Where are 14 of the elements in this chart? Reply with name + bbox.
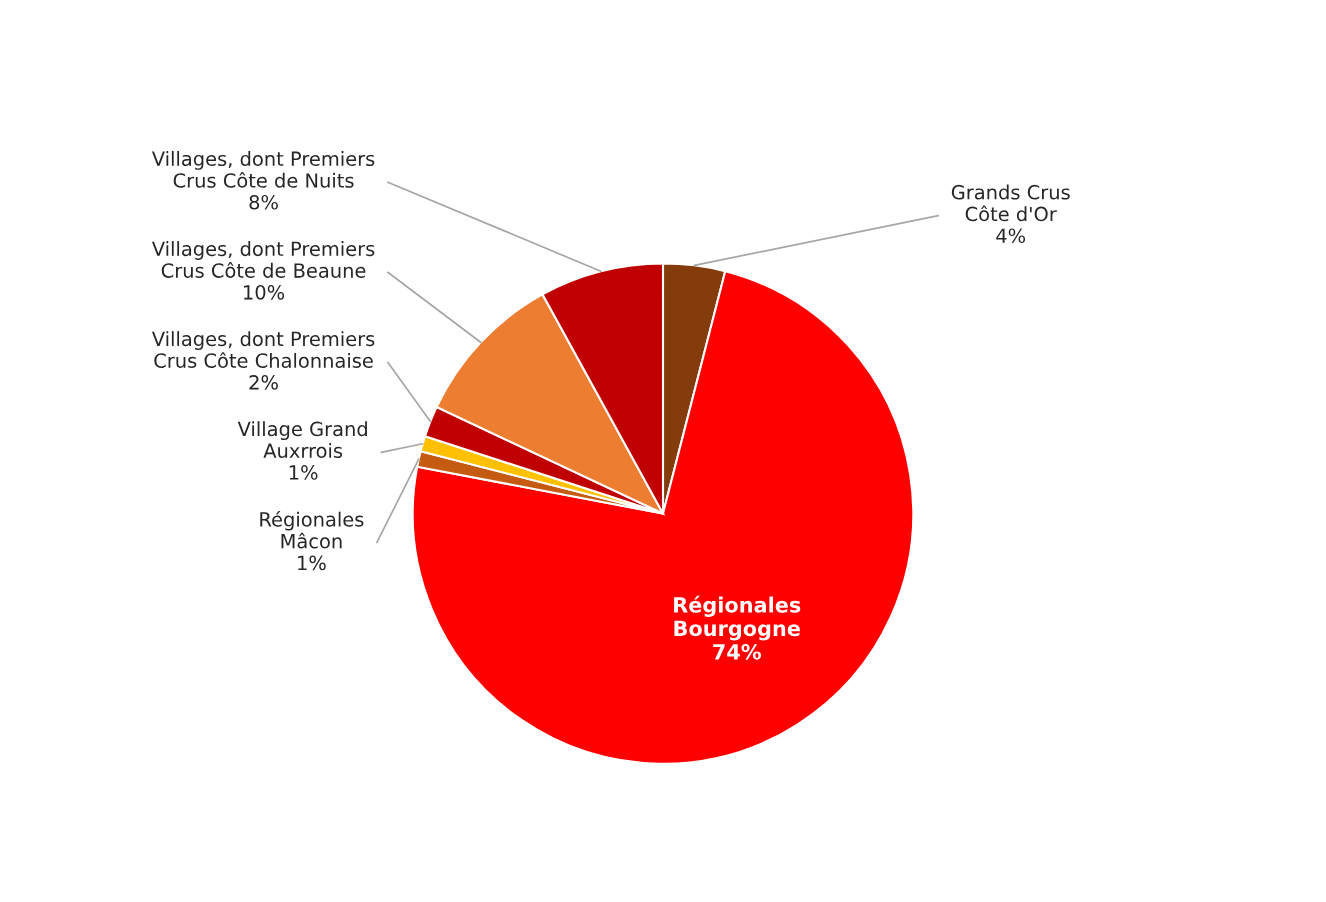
- data-label: 1%: [298, 555, 326, 571]
- slice-label: Villages, dont Premiers Crus Côte de Nuits: [151, 151, 375, 188]
- slice-label: Régionales Bourgogne: [674, 595, 801, 641]
- data-label: 4%: [996, 228, 1026, 244]
- slice-label: Régionales Mâcon: [260, 510, 364, 549]
- data-label: 2%: [249, 375, 278, 390]
- slice-label: Villages, dont Premiers Crus Côte Chalonnaise: [151, 331, 375, 368]
- data-label: 8%: [249, 194, 278, 210]
- slice-label: Village Grand Auxrrois: [237, 421, 367, 459]
- data-label: 74%: [713, 643, 761, 660]
- data-label: 1%: [289, 465, 318, 480]
- slice-label: Villages, dont Premiers Crus Côte de Beaune: [151, 241, 375, 278]
- data-label: 10%: [244, 284, 285, 300]
- slice-label: Grands Crus Côte d'Or: [951, 184, 1070, 222]
